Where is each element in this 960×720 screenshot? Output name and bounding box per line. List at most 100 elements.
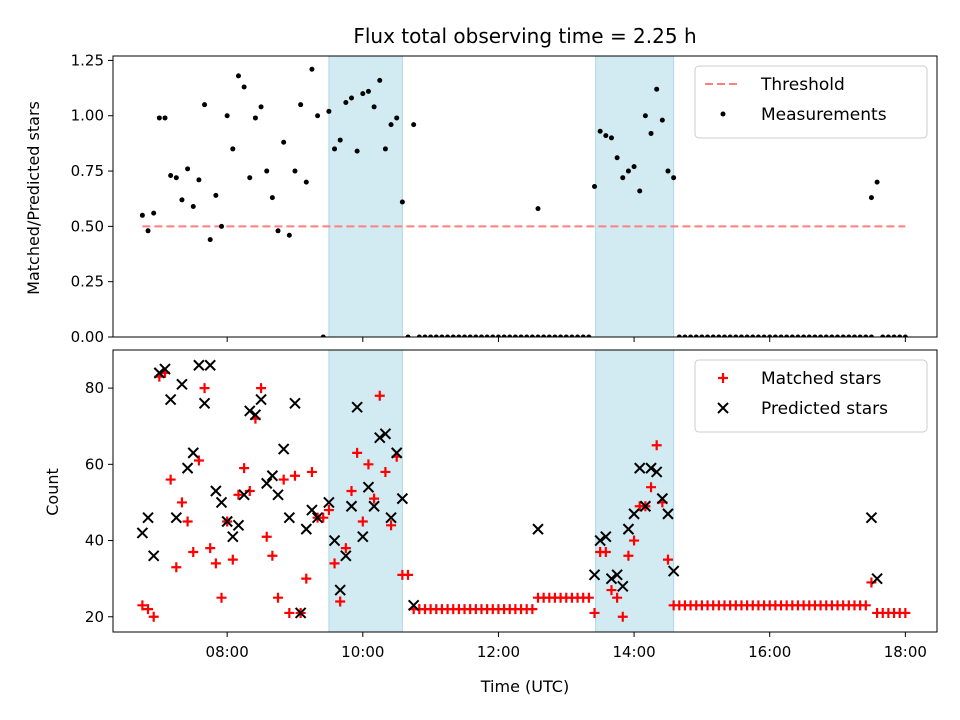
matched-star-point — [284, 607, 295, 618]
measurement-point — [812, 334, 818, 337]
predicted-star-point — [244, 405, 256, 417]
measurement-point — [456, 334, 462, 337]
measurement-point — [501, 334, 507, 337]
measurement-point — [495, 334, 501, 337]
measurement-point — [857, 334, 863, 337]
predicted-star-point — [210, 485, 222, 497]
measurement-point — [654, 86, 660, 92]
predicted-star-point — [639, 500, 652, 512]
measurement-point — [156, 115, 162, 121]
legend-measurement-marker — [720, 111, 726, 117]
measurement-point — [580, 334, 586, 337]
matched-star-point — [352, 447, 363, 458]
matched-star-point — [900, 607, 911, 618]
predicted-star-point — [261, 477, 273, 490]
predicted-star-point — [283, 511, 296, 524]
y-tick-label: 80 — [85, 379, 104, 397]
matched-star-point — [583, 592, 594, 603]
predicted-star-point — [362, 481, 375, 493]
matched-star-point — [629, 535, 640, 546]
measurement-point — [422, 334, 428, 337]
matched-star-point — [617, 611, 628, 622]
matched-star-point — [244, 486, 255, 496]
measurement-point — [563, 334, 569, 337]
measurement-point — [738, 334, 744, 337]
matched-star-point — [137, 600, 148, 611]
matched-star-point — [363, 459, 374, 470]
measurement-point — [868, 334, 874, 337]
predicted-star-point — [159, 363, 171, 375]
predicted-star-point — [345, 500, 358, 512]
predicted-star-point — [368, 500, 380, 512]
axes-frame — [112, 55, 938, 338]
measurement-point — [710, 334, 716, 337]
measurement-point — [637, 188, 643, 194]
predicted-star-point — [588, 569, 601, 581]
measurement-point — [642, 113, 648, 119]
measurement-point — [230, 146, 236, 152]
matched-star-point — [866, 577, 877, 588]
matched-star-point — [606, 585, 617, 596]
predicted-star-point — [617, 580, 629, 592]
measurement-point — [162, 115, 168, 121]
measurement-point — [371, 104, 377, 110]
matched-star-point — [261, 531, 272, 542]
matched-star-point — [651, 440, 662, 451]
measurement-point — [462, 334, 468, 337]
measurement-point — [224, 113, 230, 119]
predicted-star-point — [187, 447, 199, 459]
measurement-point — [524, 334, 530, 337]
predicted-star-point — [193, 359, 205, 371]
measurement-point — [897, 334, 903, 337]
legend-box — [694, 65, 928, 139]
matched-star-point — [199, 383, 210, 394]
predicted-star-point — [272, 489, 284, 501]
measurement-point — [552, 334, 558, 337]
matched-star-point — [374, 390, 385, 401]
matched-star-point — [148, 611, 159, 622]
measurement-point — [315, 113, 321, 119]
measurement-point — [365, 88, 371, 94]
predicted-star-point — [532, 523, 544, 535]
measurement-point — [874, 179, 880, 185]
predicted-star-point — [204, 359, 216, 371]
matched-star-point — [239, 463, 250, 474]
y-tick-label: 60 — [85, 455, 104, 473]
top-ylabel: Matched/Predicted stars — [24, 101, 43, 295]
matched-star-point — [227, 554, 238, 565]
matched-star-point — [205, 543, 216, 554]
chart-title: Flux total observing time = 2.25 h — [353, 24, 696, 48]
measurement-point — [303, 179, 309, 185]
matched-star-point — [329, 558, 340, 569]
y-tick-label: 0.00 — [71, 328, 104, 346]
x-tick-label: 18:00 — [884, 643, 927, 661]
measurement-point — [727, 334, 733, 337]
legend-label: Matched stars — [761, 369, 881, 389]
measurement-point — [433, 334, 439, 337]
measurement-point — [281, 139, 287, 145]
predicted-star-point — [153, 367, 166, 379]
measurement-point — [846, 334, 852, 337]
measurement-point — [309, 66, 315, 72]
measurement-point — [467, 334, 473, 337]
predicted-star-point — [594, 534, 606, 547]
measurement-point — [750, 334, 756, 337]
measurement-point — [252, 115, 258, 121]
measurement-point — [868, 195, 874, 201]
matched-star-point — [278, 474, 289, 485]
measurement-point — [326, 108, 332, 114]
measurement-point — [705, 334, 711, 337]
measurement-point — [535, 206, 541, 212]
measurement-point — [247, 175, 253, 181]
predicted-star-point — [357, 531, 369, 543]
measurement-point — [671, 175, 677, 181]
measurement-point — [185, 166, 191, 172]
predicted-star-point — [181, 462, 194, 474]
matched-star-point — [662, 554, 673, 565]
predicted-star-point — [215, 496, 228, 509]
measurement-point — [411, 122, 417, 128]
measurement-point — [473, 334, 479, 337]
predicted-star-point — [142, 511, 154, 524]
predicted-star-point — [266, 470, 279, 482]
